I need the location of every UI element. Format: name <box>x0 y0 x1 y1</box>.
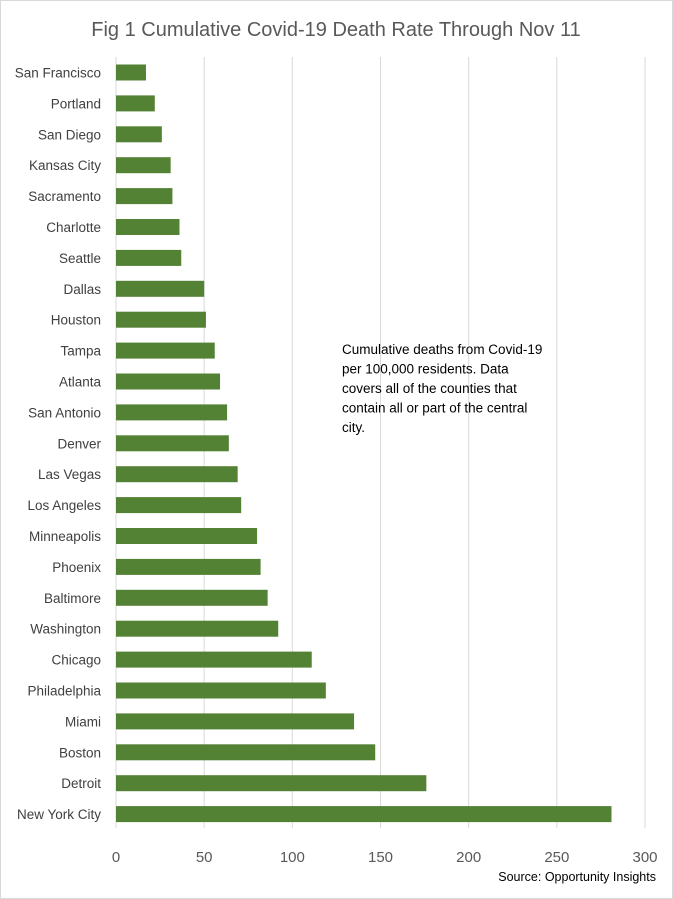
category-label: Boston <box>59 745 101 760</box>
grid-lines <box>115 57 646 828</box>
x-tick-label: 150 <box>368 849 393 866</box>
x-tick-label: 300 <box>632 849 657 866</box>
category-label: Seattle <box>59 251 101 266</box>
bar-new-york-city <box>116 806 612 823</box>
category-label: Denver <box>57 436 101 451</box>
x-tick-label: 250 <box>544 849 569 866</box>
category-label: Sacramento <box>28 189 101 204</box>
bar-miami <box>116 713 355 730</box>
bar-san-antonio <box>116 404 228 421</box>
bar-los-angeles <box>116 497 242 514</box>
category-label: Miami <box>65 714 101 729</box>
bars <box>116 64 612 823</box>
bar-atlanta <box>116 373 221 390</box>
category-label: Phoenix <box>52 560 101 575</box>
x-axis-tick-labels: 0 50 100 150 200 250 300 <box>112 849 658 866</box>
category-label: Washington <box>30 622 101 637</box>
bar-chicago <box>116 651 312 668</box>
category-labels: San Francisco Portland San Diego Kansas Cit… <box>15 66 102 823</box>
x-tick-label: 0 <box>112 849 120 866</box>
category-label: Baltimore <box>44 591 101 606</box>
category-label: Charlotte <box>46 220 101 235</box>
chart-annotation: Cumulative deaths from Covid-19 per 100,0… <box>342 342 542 435</box>
bar-detroit <box>116 775 427 792</box>
annotation-line: contain all or part of the central <box>342 401 527 416</box>
annotation-line: covers all of the counties that <box>342 381 517 396</box>
category-label: Los Angeles <box>27 498 101 513</box>
category-label: Minneapolis <box>29 529 101 544</box>
bar-kansas-city <box>116 157 171 174</box>
source-note: Source: Opportunity Insights <box>498 870 656 884</box>
category-label: Portland <box>51 96 101 111</box>
category-label: San Antonio <box>28 405 101 420</box>
bar-minneapolis <box>116 528 258 544</box>
bar-baltimore <box>116 589 268 606</box>
x-tick-label: 200 <box>456 849 481 866</box>
bar-washington <box>116 620 279 637</box>
bar-boston <box>116 744 376 761</box>
bar-phoenix <box>116 558 261 575</box>
annotation-line: city. <box>342 420 365 435</box>
annotation-line: per 100,000 residents. Data <box>342 362 509 377</box>
bar-houston <box>116 311 206 328</box>
bar-san-francisco <box>116 64 146 81</box>
bar-tampa <box>116 342 215 359</box>
bar-philadelphia <box>116 682 326 699</box>
category-label: Tampa <box>60 344 101 359</box>
category-label: Kansas City <box>29 158 101 173</box>
bar-san-diego <box>116 126 162 143</box>
category-label: Atlanta <box>59 375 102 390</box>
bar-dallas <box>116 280 205 297</box>
bar-las-vegas <box>116 466 238 483</box>
bar-portland <box>116 95 155 112</box>
category-label: San Diego <box>38 127 101 142</box>
category-label: Las Vegas <box>38 467 101 482</box>
category-label: Dallas <box>63 282 101 297</box>
category-label: San Francisco <box>15 66 101 81</box>
category-label: New York City <box>17 807 101 822</box>
annotation-line: Cumulative deaths from Covid-19 <box>342 342 542 357</box>
bar-denver <box>116 435 229 452</box>
bar-charlotte <box>116 219 180 235</box>
x-tick-label: 100 <box>280 849 305 866</box>
category-label: Chicago <box>51 653 101 668</box>
category-label: Detroit <box>61 776 101 791</box>
x-tick-label: 50 <box>196 849 213 866</box>
category-label: Houston <box>51 313 101 328</box>
chart-title: Fig 1 Cumulative Covid-19 Death Rate Thr… <box>91 19 581 41</box>
category-label: Philadelphia <box>27 684 101 699</box>
bar-seattle <box>116 249 182 266</box>
bar-sacramento <box>116 188 173 205</box>
